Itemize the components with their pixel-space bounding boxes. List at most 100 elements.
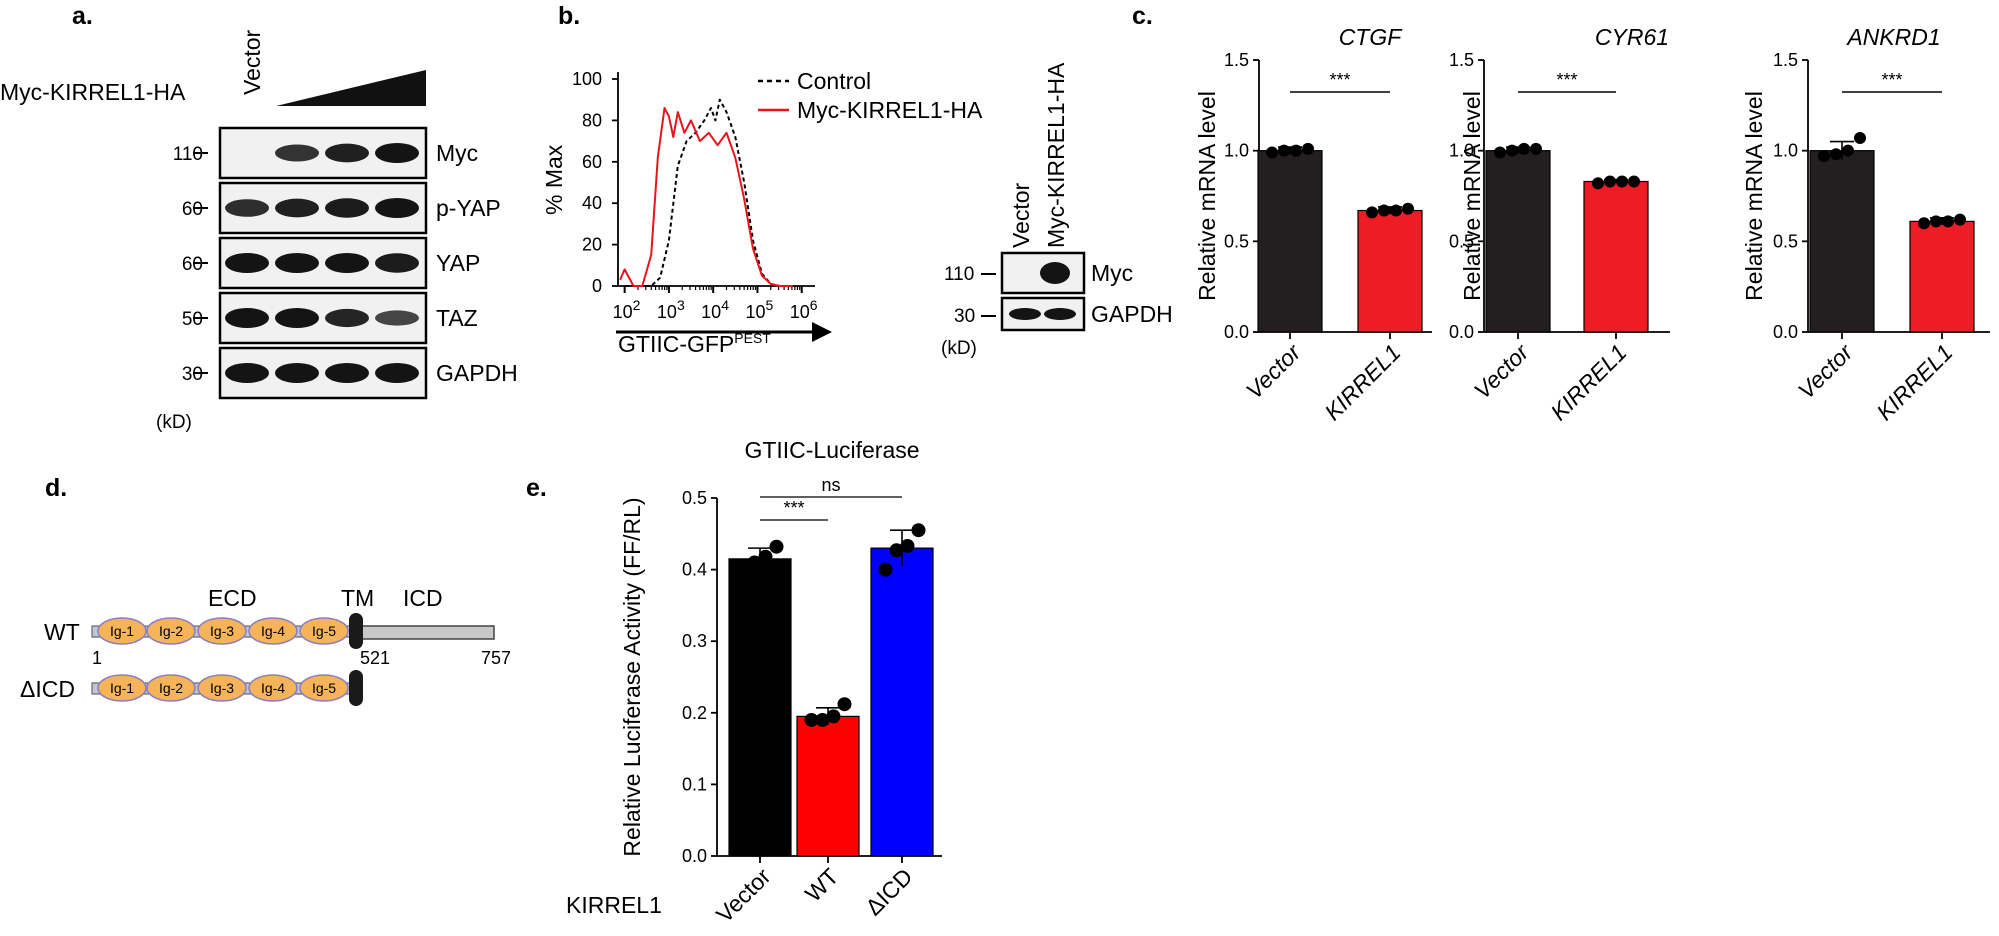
y-tick-label: 0.1 (682, 774, 707, 794)
tm-label: TM (341, 585, 374, 611)
comparison-label: ns (821, 475, 840, 495)
blot-b-myc-band (1040, 262, 1070, 284)
data-point (1842, 144, 1854, 157)
blot-a-mw-2: 60 (182, 254, 203, 275)
data-point (1378, 204, 1390, 217)
construct-label: Myc-KIRREL1-HA (0, 79, 186, 105)
flow-y-tick-label: 0 (592, 276, 602, 296)
flow-x-tick-label: 106 (790, 297, 818, 322)
ig-domain-4 (248, 674, 298, 702)
data-point (1518, 142, 1530, 155)
bar-kirrel1 (1357, 209, 1423, 333)
x-tick-label: Vector (1241, 338, 1307, 404)
ecd-label: ECD (208, 585, 257, 611)
blot-a-mw-1: 60 (182, 199, 203, 220)
blot-b-gapdh-band-2 (1044, 308, 1076, 320)
data-point (1494, 146, 1506, 159)
significance-label: *** (1556, 70, 1577, 90)
chart-luciferase: 0.0 0.1 0.2 0.3 0.4 0.5 Relative Luciferase Ac… (619, 437, 942, 928)
blot-a-band (225, 308, 269, 328)
blot-a-band (325, 143, 369, 163)
flow-y-tick-label: 20 (582, 235, 602, 255)
data-point (1592, 177, 1604, 190)
blot-b-myc-label: Myc (1091, 260, 1133, 286)
icd-label: ICD (403, 585, 443, 611)
x-tick-label: KIRREL1 (1871, 339, 1957, 425)
kirrel1-group-label: KIRREL1 (566, 892, 662, 918)
pos-start: 1 (92, 648, 102, 668)
panel-a-label: a. (72, 2, 93, 30)
data-point (1390, 204, 1402, 217)
blot-a-band (375, 253, 419, 273)
data-point (747, 555, 762, 570)
data-point (1818, 150, 1830, 163)
ig-domain-3 (197, 674, 247, 702)
bar-kirrel1 (1909, 220, 1975, 333)
y-tick-label: 0.0 (1773, 322, 1798, 342)
wt-label: WT (44, 619, 80, 645)
y-tick-label: 1.5 (1773, 50, 1798, 70)
ig-domain-label: Ig-5 (312, 623, 336, 639)
blot-b-gapdh-label: GAPDH (1091, 301, 1173, 327)
ig-domain-4 (248, 617, 298, 645)
data-point (900, 538, 915, 553)
blot-a-band (375, 310, 419, 326)
ig-domain-label: Ig-4 (261, 623, 285, 639)
data-point (1266, 146, 1278, 159)
chart-title: ANKRD1 (1845, 24, 1940, 50)
legend-control-label: Control (797, 68, 871, 94)
comparison-label: *** (783, 498, 804, 518)
chart-title: CYR61 (1595, 24, 1669, 50)
chart-title: CTGF (1339, 24, 1404, 50)
y-tick-label: 0.5 (1449, 231, 1474, 251)
data-point (736, 559, 751, 574)
dose-wedge (276, 70, 426, 106)
chart-ctgf: 0.0 0.5 1.0 1.5 Relative mRNA level CTGF Vecto… (1194, 24, 1432, 425)
flow-y-ticks: 0 20 40 60 80 100 (572, 69, 618, 296)
x-tick-label: ΔICD (860, 863, 917, 920)
flow-x-tick-label: 105 (745, 297, 773, 322)
blot-a-mw-0: 110 (173, 144, 203, 165)
ig-domain-label: Ig-1 (110, 680, 134, 696)
flow-x-ticks: 102 103 104 105 106 (613, 286, 818, 322)
flow-y-tick-label: 60 (582, 152, 602, 172)
y-tick-label: 0.0 (1224, 322, 1249, 342)
blot-b-gapdh-band-1 (1009, 308, 1041, 320)
data-point (769, 539, 784, 554)
ig-domain-3 (197, 617, 247, 645)
flow-y-tick-label: 80 (582, 110, 602, 130)
blot-a-band (275, 198, 319, 218)
y-axis-label: Relative Luciferase Activity (FF/RL) (619, 497, 645, 856)
bar-vector (1257, 150, 1323, 333)
bar-δicd (870, 547, 934, 857)
dicd-domains: Ig-1 Ig-2 Ig-3 Ig-4 Ig-5 (97, 674, 349, 702)
blot-a-band (275, 144, 319, 162)
blot-a-band (225, 363, 269, 383)
flow-x-tick-label: 103 (657, 297, 685, 322)
blot-b-kirrel-label: Myc-KIRREL1-HA (1043, 62, 1069, 248)
chart-ankrd1: 0.0 0.5 1.0 1.5 Relative mRNA level ANKRD1 Vec… (1741, 24, 1990, 425)
data-point (1302, 142, 1314, 155)
wt-tm-segment (349, 613, 363, 649)
blot-a-band (325, 253, 369, 273)
y-tick-label: 0.5 (1773, 231, 1798, 251)
flow-x-tick-label: 104 (701, 297, 729, 322)
y-tick-label: 0.0 (1449, 322, 1474, 342)
bar-kirrel1 (1583, 180, 1649, 333)
data-point (1616, 175, 1628, 188)
panel-e: e. KIRREL1 0.0 0.1 0.2 0.3 0.4 0.5 Relative Lu… (526, 437, 942, 928)
data-point (1604, 175, 1616, 188)
data-point (1506, 144, 1518, 157)
x-tick-label: Vector (1793, 338, 1859, 404)
bar-wt (796, 715, 860, 857)
significance-label: *** (1881, 70, 1902, 90)
panel-d-label: d. (45, 474, 67, 502)
data-point (1402, 202, 1414, 215)
ig-domain-1 (97, 674, 147, 702)
pos-end: 757 (481, 648, 511, 668)
ig-domain-2 (146, 674, 196, 702)
bar-vector (1485, 150, 1551, 333)
y-tick-label: 1.0 (1449, 141, 1474, 161)
blot-a-band (325, 363, 369, 383)
